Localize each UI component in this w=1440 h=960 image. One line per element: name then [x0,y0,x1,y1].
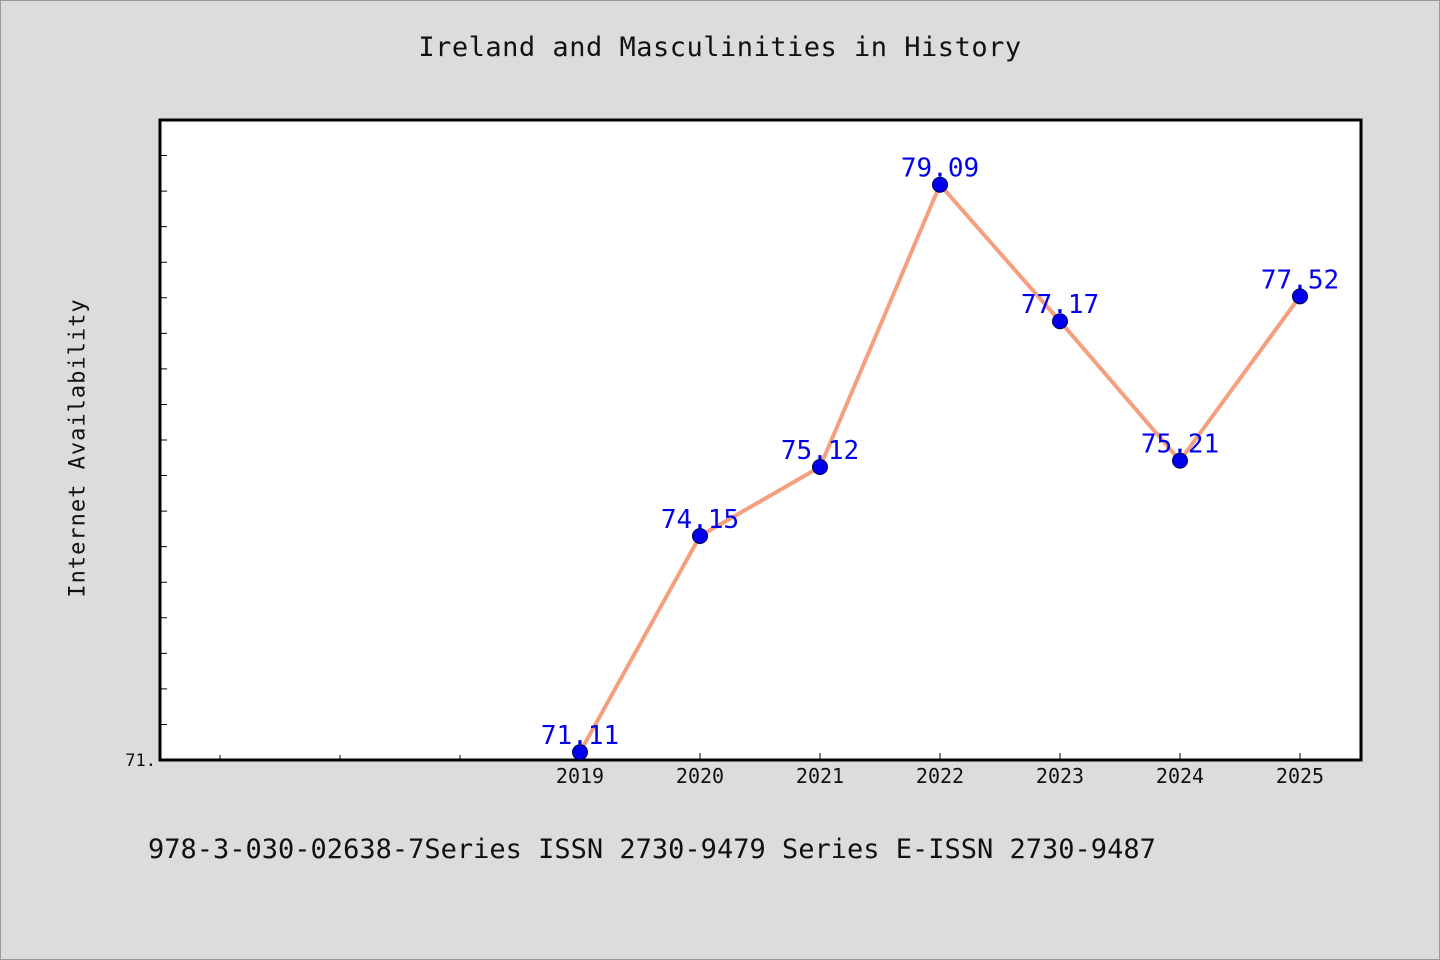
data-point [692,528,708,544]
footer-isbn-text: 978-3-030-02638-7Series ISSN 2730-9479 S… [148,834,1156,865]
x-tick-label: 2019 [556,764,604,788]
x-tick-label: 2021 [796,764,844,788]
x-tick-label: 2020 [676,764,724,788]
chart-title: Ireland and Masculinities in History [418,32,1022,63]
data-point [1172,452,1188,469]
x-tick-label: 2023 [1036,764,1084,788]
data-point [812,459,828,476]
data-point [572,744,588,761]
data-point [1052,313,1068,330]
data-point [1292,288,1308,305]
data-point [932,176,948,193]
y-tick-label: 71. [125,751,156,771]
x-tick-label: 2025 [1276,764,1324,788]
x-tick-label: 2024 [1156,764,1204,788]
x-tick-label: 2022 [916,764,964,788]
